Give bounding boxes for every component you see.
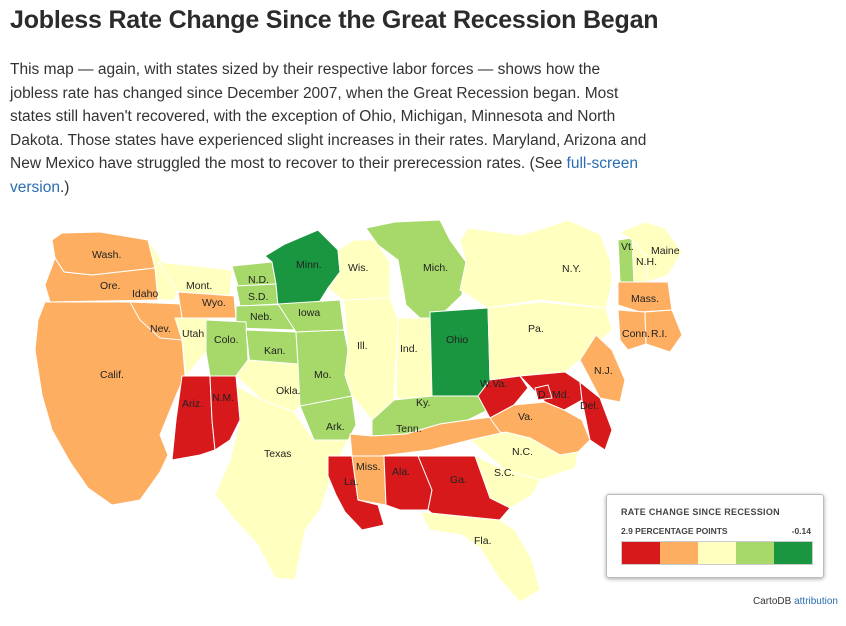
legend-min-label: 2.9 PERCENTAGE POINTS <box>621 526 728 536</box>
label-minn: Minn. <box>296 259 322 271</box>
attribution-link[interactable]: attribution <box>794 596 838 607</box>
legend-swatch-5 <box>774 542 812 564</box>
legend-swatch-2 <box>660 542 698 564</box>
label-mo: Mo. <box>314 369 332 381</box>
state-ind[interactable] <box>395 317 433 405</box>
label-ri: R.I. <box>651 328 667 340</box>
intro-paragraph: This map — again, with states sized by t… <box>10 58 650 199</box>
label-mont: Mont. <box>186 280 212 292</box>
label-ariz: Ariz. <box>182 398 203 410</box>
label-fla: Fla. <box>474 535 492 547</box>
label-utah: Utah <box>182 328 204 340</box>
intro-end: .) <box>59 178 70 196</box>
label-va: Va. <box>518 411 533 423</box>
label-ohio: Ohio <box>446 334 468 346</box>
label-ore: Ore. <box>100 280 120 292</box>
label-miss: Miss. <box>356 461 381 473</box>
state-conn[interactable] <box>617 309 647 351</box>
label-wis: Wis. <box>348 262 368 274</box>
state-dc[interactable] <box>534 384 553 401</box>
legend-title: RATE CHANGE SINCE RECESSION <box>621 507 780 517</box>
state-nm[interactable] <box>209 375 241 451</box>
label-md: Md. <box>552 389 570 401</box>
state-ri[interactable] <box>644 309 683 353</box>
state-fla[interactable] <box>419 511 541 603</box>
label-wash: Wash. <box>92 249 121 261</box>
label-nm: N.M. <box>212 392 234 404</box>
label-iowa: Iowa <box>298 307 320 319</box>
legend-swatch-3 <box>698 542 736 564</box>
label-nev: Nev. <box>150 323 171 335</box>
state-nev[interactable] <box>129 301 183 341</box>
label-nh: N.H. <box>636 256 657 268</box>
state-texas[interactable] <box>214 379 349 581</box>
label-calif: Calif. <box>100 369 124 381</box>
label-sd: S.D. <box>248 291 268 303</box>
state-del[interactable] <box>579 380 613 451</box>
credit: CartoDB attribution <box>753 596 838 607</box>
label-texas: Texas <box>264 448 291 460</box>
legend-max-label: -0.14 <box>791 526 811 536</box>
label-nd: N.D. <box>248 274 269 286</box>
label-vt: Vt. <box>621 241 634 253</box>
label-nc: N.C. <box>512 446 533 458</box>
label-ind: Ind. <box>400 343 418 355</box>
label-conn: Conn. <box>622 328 650 340</box>
label-ill: Ill. <box>357 340 368 352</box>
label-idaho: Idaho <box>132 288 158 300</box>
label-colo: Colo. <box>214 334 239 346</box>
legend-swatch-4 <box>736 542 774 564</box>
label-maine: Maine <box>651 245 680 257</box>
legend-color-bar <box>621 541 813 565</box>
page-title: Jobless Rate Change Since the Great Rece… <box>10 6 659 34</box>
label-ala: Ala. <box>392 466 410 478</box>
label-sc: S.C. <box>494 467 514 479</box>
label-neb: Neb. <box>250 311 272 323</box>
state-ny[interactable] <box>459 219 613 309</box>
label-d: D. <box>538 389 549 401</box>
state-maine[interactable] <box>618 221 683 283</box>
label-tenn: Tenn. <box>396 423 422 435</box>
label-wyo: Wyo. <box>202 297 226 309</box>
legend-swatch-1 <box>622 542 660 564</box>
label-wva: W.Va. <box>480 378 507 390</box>
label-ark: Ark. <box>326 421 345 433</box>
state-ark[interactable] <box>299 395 357 441</box>
label-nj: N.J. <box>594 365 613 377</box>
label-mass: Mass. <box>631 293 659 305</box>
label-la: La. <box>344 476 359 488</box>
label-ga: Ga. <box>450 474 467 486</box>
legend: RATE CHANGE SINCE RECESSION 2.9 PERCENTA… <box>606 494 824 578</box>
label-okla: Okla. <box>276 385 301 397</box>
label-pa: Pa. <box>528 323 544 335</box>
credit-text: CartoDB <box>752 596 792 607</box>
label-ny: N.Y. <box>562 263 581 275</box>
label-mich: Mich. <box>423 262 448 274</box>
state-utah[interactable] <box>174 317 209 378</box>
label-del: Del. <box>580 400 599 412</box>
full-screen-link[interactable]: full-screen version <box>10 155 639 196</box>
label-ky: Ky. <box>416 397 430 409</box>
label-kan: Kan. <box>264 345 286 357</box>
intro-text: This map — again, with states sized by t… <box>10 61 647 172</box>
